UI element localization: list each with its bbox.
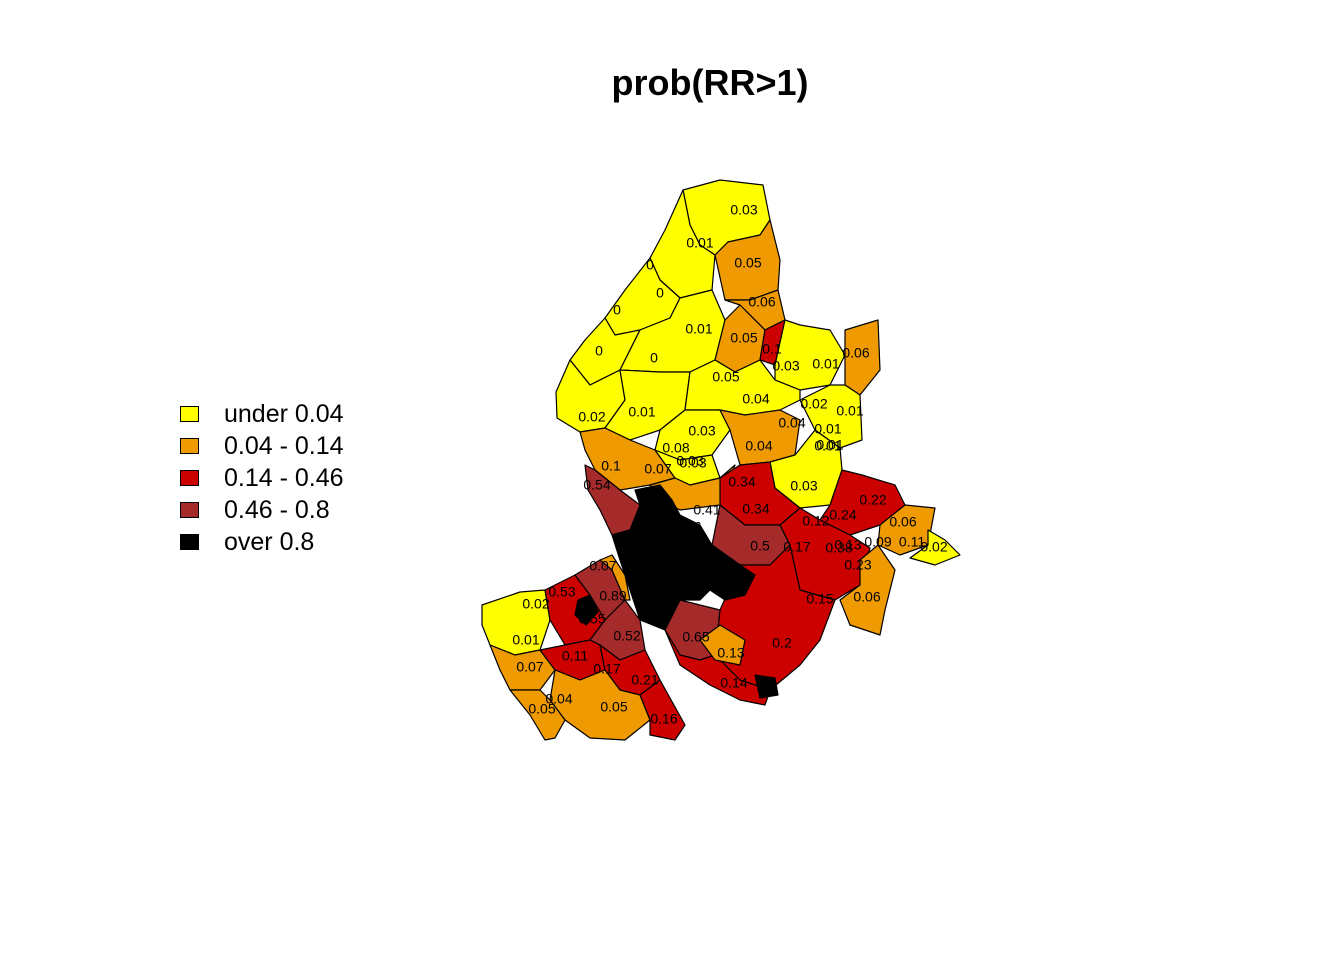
region-value-label: 0.55 <box>578 611 605 627</box>
region-value-label: 0.01 <box>816 437 843 453</box>
region-value-label: 0.13 <box>717 645 744 661</box>
region-value-label: 0.03 <box>772 358 799 374</box>
region-value-label: 0.89 <box>599 588 626 604</box>
legend-label: 0.14 - 0.46 <box>224 464 344 492</box>
region-value-label: 0.65 <box>682 629 709 645</box>
region-value-label: 0.34 <box>742 501 769 517</box>
region-value-label: 0.34 <box>728 474 755 490</box>
region-value-label: 0.09 <box>864 534 891 550</box>
map-regions <box>481 179 961 741</box>
region-value-label: 0.01 <box>814 438 841 454</box>
region-value-label: 0.38 <box>825 540 852 556</box>
region-value-label: 0.07 <box>644 461 671 477</box>
region-value-label: 0.21 <box>631 672 658 688</box>
region-orange-se <box>839 544 896 636</box>
region-value-label: 0.01 <box>628 404 655 420</box>
region-value-label: 0.12 <box>802 513 829 529</box>
region-value-label: 0.22 <box>859 492 886 508</box>
region-black-core <box>611 484 741 631</box>
region-value-label: 0.1 <box>762 341 782 357</box>
region-value-label: 0.05 <box>734 255 761 271</box>
region-value-label: 0.16 <box>650 711 677 727</box>
region-value-label: 0.11 <box>899 534 925 550</box>
region-value-label: 0 <box>646 257 654 273</box>
region-value-label: 0 <box>595 343 603 359</box>
region-value-label: 0.02 <box>800 396 827 412</box>
region-value-label: 0.02 <box>578 409 605 425</box>
legend-swatch <box>180 502 199 518</box>
region-value-label: 0.17 <box>783 539 810 555</box>
region-orange-small-s <box>699 624 746 666</box>
region-wirral-red-south <box>639 679 686 741</box>
region-value-label: 0.08 <box>662 440 689 456</box>
legend-label: under 0.04 <box>224 400 344 428</box>
region-value-label: 0.5 <box>750 538 770 554</box>
region-value-label: 0.05 <box>730 330 757 346</box>
region-value-label: 0.04 <box>745 438 772 454</box>
region-value-label: 0.13 <box>834 537 861 553</box>
legend-label: 0.46 - 0.8 <box>224 496 330 524</box>
region-yellow-east-2 <box>799 384 863 449</box>
region-value-label: 0.07 <box>516 659 543 675</box>
region-value-label: 0.2 <box>772 635 792 651</box>
region-value-label: 0.01 <box>685 321 712 337</box>
legend-swatch <box>180 470 199 486</box>
region-value-label: 0.53 <box>548 584 575 600</box>
region-yellow-far-east <box>909 529 961 566</box>
region-value-label: 0.01 <box>814 421 841 437</box>
region-value-label: 0.06 <box>748 294 775 310</box>
region-black-east <box>709 564 756 601</box>
region-value-label: 0.02 <box>920 539 947 555</box>
region-value-label: 0 <box>650 350 658 366</box>
legend-swatch <box>180 534 199 550</box>
region-value-label: 0.06 <box>842 345 869 361</box>
region-value-label: 0.04 <box>778 415 805 431</box>
region-value-label: 0.41 <box>693 502 720 518</box>
region-value-label: 0.24 <box>829 507 856 523</box>
region-value-label: 0.06 <box>853 589 880 605</box>
region-value-label: 0.01 <box>836 403 863 419</box>
region-value-label: 0.11 <box>562 648 588 664</box>
region-value-label: 0.03 <box>730 202 757 218</box>
region-wirral-orange-sw <box>489 644 556 691</box>
region-value-label: 0.17 <box>593 661 620 677</box>
legend-label: over 0.8 <box>224 528 315 556</box>
region-value-label: 0 <box>656 285 664 301</box>
region-black-se <box>754 674 779 699</box>
region-value-label: 0.03 <box>790 478 817 494</box>
region-value-label: 0.15 <box>806 591 833 607</box>
legend-label: 0.04 - 0.14 <box>224 432 344 460</box>
region-value-label: 0.03 <box>679 455 706 471</box>
region-value-label: 0.76 <box>674 519 701 535</box>
region-value-label: 0.02 <box>522 596 549 612</box>
region-value-label: 0.05 <box>600 699 627 715</box>
region-wirral-orange-east <box>599 554 631 601</box>
region-value-label: 0.1 <box>601 458 621 474</box>
region-value-label: 0.52 <box>613 628 640 644</box>
region-value-label: 0.05 <box>528 701 555 717</box>
legend-swatch <box>180 406 199 422</box>
region-value-label: 0.01 <box>686 235 713 251</box>
region-value-label: 0.01 <box>812 356 839 372</box>
map-title: prob(RR>1) <box>611 62 809 103</box>
region-value-label: 0.07 <box>589 558 616 574</box>
region-value-label: 0.03 <box>688 423 715 439</box>
region-value-label: 0.54 <box>583 477 610 493</box>
region-value-label: 0.01 <box>512 632 539 648</box>
region-wirral-black <box>574 594 599 626</box>
region-value-label: 0.06 <box>889 514 916 530</box>
region-value-label: 0.05 <box>712 369 739 385</box>
region-value-label: 0.14 <box>720 675 747 691</box>
region-value-label: 0.03 <box>676 453 703 469</box>
region-value-label: 0 <box>613 302 621 318</box>
legend-swatch <box>180 438 199 454</box>
region-wirral-orange-sw2 <box>509 689 566 741</box>
region-value-label: 0.04 <box>742 391 769 407</box>
region-value-label: 0.04 <box>545 691 572 707</box>
region-value-label: 0.23 <box>844 557 871 573</box>
